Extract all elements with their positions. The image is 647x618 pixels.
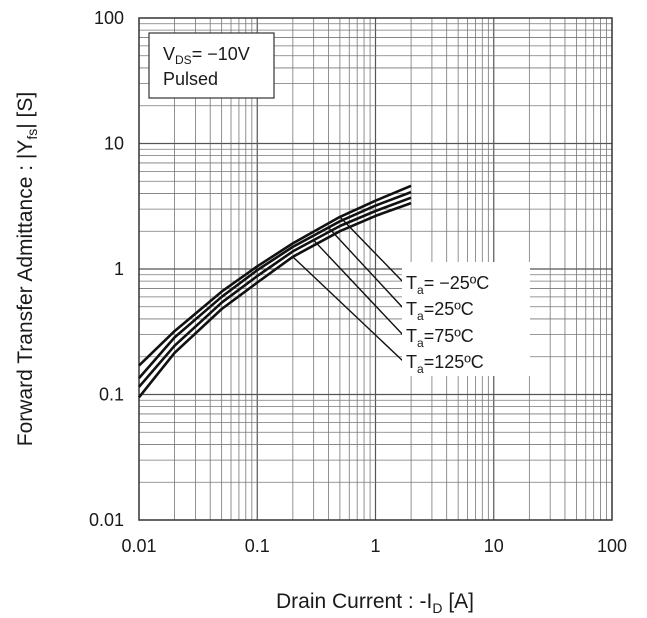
x-axis-title-unit: [A] [442,590,474,613]
series-curves [137,184,412,399]
y-tick-label: 0.01 [89,510,124,530]
legend-label-2: Ta=25ºC [406,299,474,323]
y-tick-labels: 100 10 1 0.1 0.01 [89,8,124,530]
x-axis-title: Drain Current : -ID [A] [276,590,474,616]
vds-value: = −10V [192,44,250,64]
x-axis-title-main: Drain Current : -I [276,590,432,613]
y-axis-title-unit: | [S] [14,92,37,129]
vds-subscript: DS [175,53,192,67]
vds-prefix: V [163,44,175,64]
x-axis-title-sub: D [432,600,442,616]
y-tick-label: 1 [114,259,124,279]
legend-label-3: Ta=75ºC [406,326,474,350]
series-line-2 [138,190,412,379]
legend-pointers [292,216,405,363]
legend-label-4: Ta=125ºC [406,352,484,376]
y-axis-title-sub: fs [24,129,40,140]
legend-box [402,262,530,376]
plot-frame [138,17,613,521]
series-line-1 [138,184,412,367]
y-tick-label: 0.1 [99,385,124,405]
x-tick-label: 100 [597,536,627,556]
vds-condition: VDS= −10V [163,44,250,67]
x-tick-label: 0.1 [245,536,270,556]
x-tick-label: 10 [484,536,504,556]
legend-label-1: Ta= −25ºC [406,273,489,297]
series-line-3 [138,196,412,388]
y-tick-label: 100 [94,8,124,28]
y-tick-label: 10 [104,134,124,154]
x-tick-label: 0.01 [121,536,156,556]
x-tick-label: 1 [370,536,380,556]
series-line-4 [137,201,412,399]
pulsed-condition: Pulsed [163,69,218,89]
legend-pointer-2 [327,227,405,310]
legend-pointer-4 [292,256,405,363]
conditions-box [148,32,275,99]
legend-pointer-3 [313,239,405,337]
y-axis-title: Forward Transfer Admittance : |Yfs| [S] [14,92,40,446]
y-axis-title-main: Forward Transfer Admittance : |Y [14,140,37,447]
x-tick-labels: 0.01 0.1 1 10 100 [121,536,627,556]
legend-pointer-1 [339,216,405,284]
